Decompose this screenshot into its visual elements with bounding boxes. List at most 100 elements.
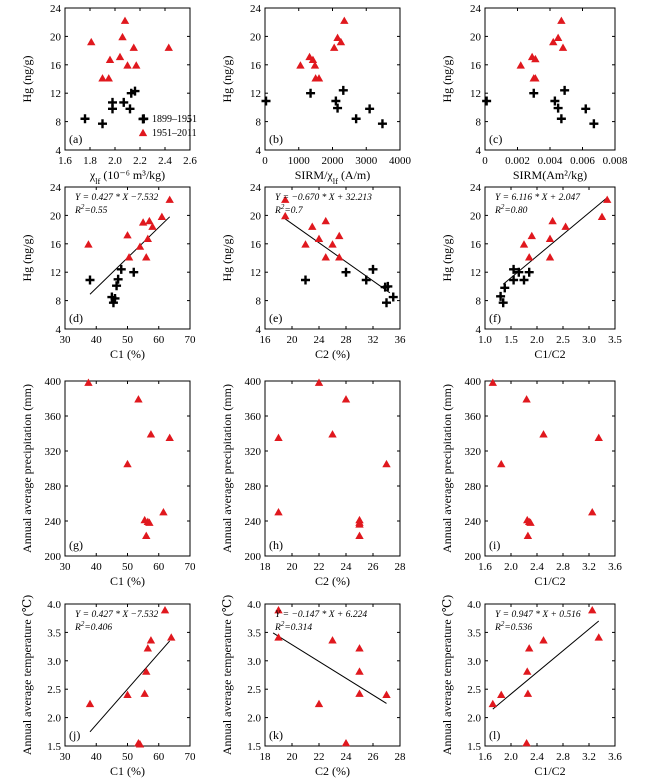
data-point-plus [119, 97, 129, 107]
x-tick-label: 0.006 [570, 155, 595, 167]
data-point-plus [509, 275, 519, 285]
y-tick-label: 8 [476, 117, 482, 129]
y-tick-label: 2.0 [47, 713, 61, 725]
x-tick-label: 20 [287, 751, 299, 763]
chart-panel-a: 1.6 1.8 2.0 2.2 2.4 2.6 4 8 12 16 20 24 χlf (10⁻⁶ m³… [20, 3, 197, 186]
y-tick-label: 20 [250, 210, 262, 222]
r-squared: R2=0.406 [74, 620, 112, 633]
y-tick-label: 1.5 [247, 741, 261, 753]
data-point-triangle [148, 222, 157, 230]
series-1951-2011 [87, 16, 173, 82]
y-tick-label: 3.5 [47, 627, 61, 639]
chart-panel-g: 30 40 50 60 70 200 240 280 320 360 400 C1 (%) Annual… [20, 376, 196, 588]
data-point-triangle [84, 240, 93, 248]
x-tick-label: 3000 [355, 155, 378, 167]
series-1899-1951 [261, 85, 387, 129]
x-tick-label: 1.6 [58, 155, 72, 167]
plot-frame [264, 7, 401, 151]
panel-label: (k) [269, 728, 283, 742]
x-axis-label: C2 (%) [315, 764, 350, 778]
x-tick-label: 40 [91, 751, 103, 763]
plot-frame [264, 603, 401, 747]
data-point-plus [377, 119, 387, 129]
data-point-triangle [274, 633, 283, 641]
x-tick-label: 30 [60, 561, 72, 573]
legend: 1899–1951 1951–2011 [138, 114, 197, 139]
data-point-triangle [123, 459, 132, 468]
data-point-triangle [603, 195, 612, 203]
y-tick-label: 4 [256, 145, 262, 157]
y-tick-label: 24 [470, 182, 482, 194]
data-point-triangle [296, 61, 305, 69]
y-axis-label: Annual average precipitation (mm) [20, 384, 34, 553]
x-tick-label: 16 [260, 334, 272, 346]
regression-line [272, 632, 387, 704]
data-point-triangle [549, 37, 558, 46]
x-tick-label: 40 [91, 334, 103, 346]
y-tick-label: 360 [45, 411, 62, 423]
regression-line [284, 218, 391, 294]
data-point-plus [110, 293, 120, 303]
legend-label: 1899–1951 [152, 114, 197, 125]
data-point-triangle [519, 240, 529, 248]
x-tick-label: 2.8 [556, 561, 570, 573]
panel-label: (d) [69, 311, 83, 325]
y-tick-label: 4.0 [247, 599, 261, 611]
x-tick-label: 3.2 [582, 751, 596, 763]
chart-panel-c: 0 0.002 0.004 0.006 0.008 4 8 12 16 20 24 SIRM(Am²/… [440, 3, 628, 182]
data-point-triangle [281, 211, 290, 220]
data-point-plus [589, 119, 599, 129]
x-tick-label: 28 [395, 561, 407, 573]
data-point-triangle [545, 234, 555, 242]
y-tick-label: 16 [250, 239, 262, 251]
data-point-plus [113, 274, 123, 284]
data-point-plus [85, 275, 95, 285]
data-point-triangle [115, 52, 125, 61]
data-point-plus [498, 298, 508, 308]
data-point-plus [383, 281, 393, 291]
data-point-triangle [488, 378, 497, 386]
x-tick-label: 1.8 [83, 155, 97, 167]
x-tick-label: 1.0 [478, 334, 492, 346]
data-point-triangle [545, 253, 555, 261]
data-point-plus [261, 96, 271, 106]
series-1951-2011 [519, 195, 612, 261]
data-point-triangle [321, 253, 330, 261]
y-tick-label: 200 [465, 551, 482, 563]
data-point-triangle [341, 738, 351, 747]
chart-panel-l: 1.6 2.0 2.4 2.8 3.2 3.6 1.5 2.0 2.5 3.0 3.5 4.0 C1/C… [440, 595, 622, 778]
data-point-triangle [522, 738, 531, 747]
data-point-triangle [145, 216, 154, 225]
x-axis-label: SIRM(Am²/kg) [513, 168, 587, 182]
data-point-triangle [382, 459, 391, 468]
data-point-plus [556, 114, 566, 124]
x-tick-label: 3.6 [608, 751, 622, 763]
data-point-triangle [539, 430, 548, 438]
y-tick-label: 240 [465, 516, 482, 528]
data-point-triangle [274, 433, 283, 442]
data-point-triangle [164, 43, 173, 51]
data-point-triangle [308, 222, 317, 230]
data-point-triangle [129, 43, 138, 51]
data-point-triangle [281, 195, 290, 203]
data-point-triangle [142, 531, 151, 540]
series-1951-2011 [516, 16, 568, 82]
data-point-triangle [355, 667, 364, 675]
data-point-triangle [523, 531, 533, 540]
y-tick-label: 16 [470, 60, 482, 72]
r-squared: R2=0.55 [74, 203, 108, 216]
data-point-plus [306, 88, 316, 98]
data-point-triangle [165, 433, 174, 442]
data-point-triangle [522, 395, 531, 403]
series-1951-2011 [85, 606, 176, 748]
data-point-triangle [143, 234, 153, 242]
data-point-triangle [523, 667, 532, 675]
data-point-plus [130, 86, 140, 96]
data-point-triangle [135, 740, 145, 748]
data-point-triangle [84, 378, 93, 386]
regression-equation: Y = −0.670 * X + 32.213 [275, 193, 372, 203]
x-tick-label: 32 [368, 334, 379, 346]
data-point-plus [338, 85, 348, 95]
x-tick-label: 2.0 [108, 155, 122, 167]
